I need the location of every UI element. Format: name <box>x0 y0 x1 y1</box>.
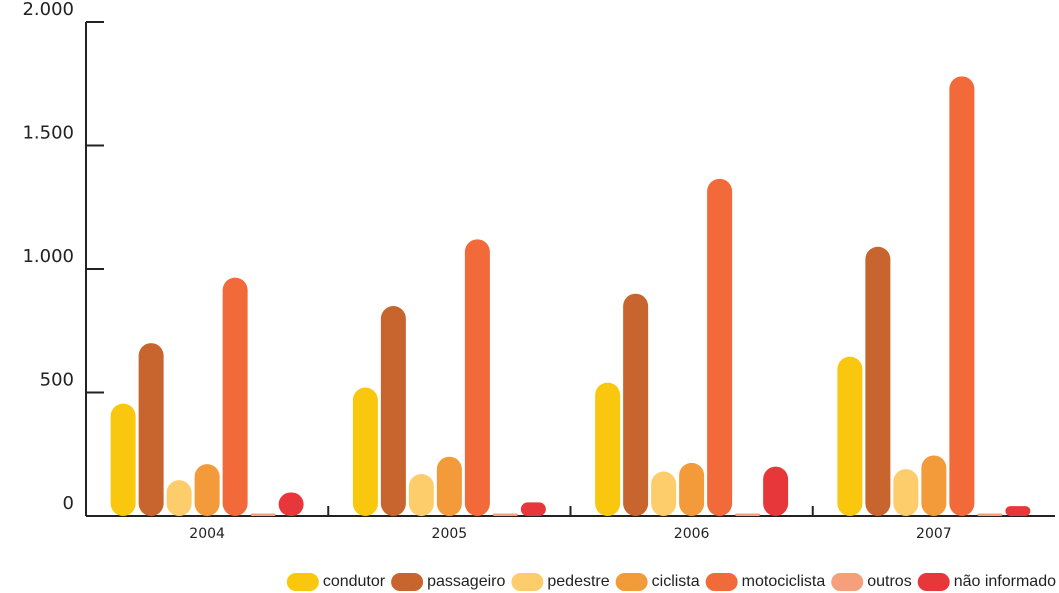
x-tick-label: 2007 <box>916 526 952 542</box>
bar <box>735 513 761 516</box>
legend-label: outros <box>867 573 911 590</box>
legend-label: passageiro <box>427 573 505 590</box>
bar <box>492 513 518 516</box>
y-tick-label: 500 <box>40 370 74 391</box>
y-tick-label: 0 <box>63 493 74 514</box>
legend-label: pedestre <box>547 573 609 590</box>
bar <box>250 513 276 516</box>
bar <box>222 277 248 516</box>
bar <box>707 178 733 516</box>
bar <box>166 480 192 516</box>
bar <box>408 474 434 516</box>
bar <box>651 471 677 516</box>
legend-swatch <box>705 573 738 591</box>
legend-label: condutor <box>323 573 386 590</box>
bar <box>623 293 649 516</box>
bar <box>679 462 705 516</box>
legend-label: motociclista <box>742 573 826 590</box>
legend-label: não informado <box>954 573 1056 590</box>
bar <box>194 464 220 516</box>
y-tick-label: 1.500 <box>22 123 74 144</box>
bar <box>837 356 863 516</box>
bar <box>595 382 621 516</box>
bar <box>464 239 490 517</box>
x-tick-label: 2004 <box>189 526 225 542</box>
bar <box>977 513 1003 516</box>
legend-swatch <box>511 573 544 591</box>
bar <box>763 466 789 516</box>
x-tick-label: 2005 <box>432 526 468 542</box>
bar <box>893 469 919 516</box>
bar <box>921 455 947 516</box>
y-tick-label: 1.000 <box>22 246 74 267</box>
legend-swatch <box>391 573 424 591</box>
bar <box>949 76 975 516</box>
bar <box>436 456 462 516</box>
legend-swatch <box>917 573 950 591</box>
bar <box>380 306 406 516</box>
bar <box>352 387 378 516</box>
legend-label: ciclista <box>652 573 700 590</box>
x-tick-label: 2006 <box>674 526 710 542</box>
bar <box>138 343 164 516</box>
bar <box>520 502 546 516</box>
legend-swatch <box>615 573 648 591</box>
bar <box>110 403 136 516</box>
legend-swatch <box>831 573 864 591</box>
y-tick-label: 2.000 <box>22 0 74 20</box>
bar <box>1005 506 1031 516</box>
bar <box>278 492 304 516</box>
legend-swatch <box>286 573 319 591</box>
bar <box>865 246 891 516</box>
